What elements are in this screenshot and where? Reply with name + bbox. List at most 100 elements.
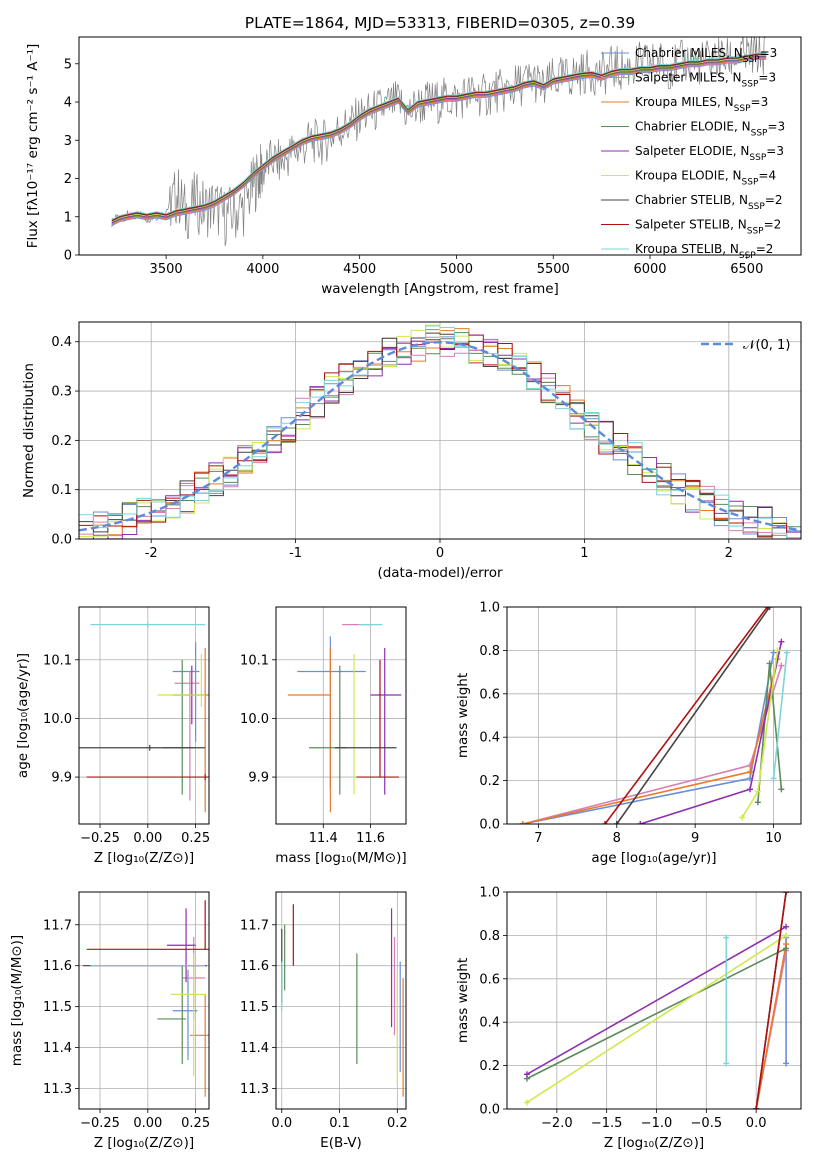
residuals-plot-area [79, 324, 801, 539]
y-tick-label: 11.6 [43, 959, 72, 974]
model-spectrum-line [111, 54, 767, 223]
x-tick-label: 6500 [730, 262, 763, 277]
model-spectrum-line [111, 53, 767, 221]
legend-subscript: SSP [742, 80, 759, 90]
errorbar-point [309, 665, 347, 795]
legend-entry: Kroupa MILES, NSSP=3 [635, 95, 768, 114]
legend-entry: Chabrier STELIB, NSSP=2 [635, 193, 783, 212]
legend-subscript: SSP [748, 202, 765, 212]
y-axis-label: mass weight [455, 673, 471, 758]
x-tick-label: −2.0 [541, 1116, 573, 1131]
y-tick-label: 0 [64, 249, 72, 264]
y-tick-label: 0.4 [479, 1016, 500, 1031]
x-tick-label: -2 [145, 546, 158, 561]
errorbar-point [170, 953, 206, 1077]
legend-subscript: SSP [734, 104, 751, 114]
age-vs-mass-plot-area [287, 623, 402, 813]
legend-value: =3 [767, 120, 785, 134]
histogram-step-line [79, 325, 801, 539]
errorbar-point [189, 994, 209, 1097]
x-tick-label: 0.00 [133, 831, 162, 846]
weight-line [526, 926, 787, 1075]
y-tick-label: 0.0 [479, 1103, 500, 1118]
y-tick-label: 0.2 [51, 434, 72, 449]
y-tick-label: 0.8 [479, 929, 500, 944]
y-tick-label: 10.0 [240, 712, 269, 727]
y-tick-label: 11.3 [240, 1082, 269, 1097]
legend-subscript: SSP [742, 178, 759, 188]
legend-subscript: SSP [747, 227, 764, 237]
age-vs-Z-plot-area [79, 621, 209, 813]
errorbar-point [79, 744, 206, 751]
legend-subscript: SSP [751, 129, 768, 139]
axes-frame [78, 891, 210, 1110]
axes-frame [275, 891, 407, 1110]
y-tick-label: 1.0 [479, 601, 500, 616]
model-spectrum-line [111, 57, 767, 226]
y-tick-label: 10.0 [43, 712, 72, 727]
histogram-step-line [79, 339, 801, 539]
x-axis-label: Z [log₁₀(Z/Z⊙)] [604, 1135, 704, 1151]
weight-line [522, 658, 779, 824]
legend-entry: Chabrier ELODIE, NSSP=3 [635, 120, 785, 139]
y-tick-label: 0.0 [51, 533, 72, 548]
y-tick-label: 0.6 [479, 972, 500, 987]
x-axis-label: mass [log₁₀(M/M⊙)] [275, 850, 406, 866]
mass-vs-EBV-panel: 0.0 0.1 0.2 11.3 11.4 11.5 11.6 11.7 E(B-V) [240, 891, 408, 1151]
y-tick-label: 0.0 [479, 818, 500, 833]
legend-entry: Salpeter MILES, NSSP=3 [635, 71, 776, 90]
x-tick-label: 5500 [537, 262, 570, 277]
y-axis-label: Flux [fλ10⁻¹⁷ erg cm⁻² s⁻¹ A⁻¹] [25, 44, 41, 249]
legend-value: =3 [758, 71, 776, 85]
y-tick-label: 11.3 [43, 1082, 72, 1097]
x-tick-label: −1.0 [641, 1116, 673, 1131]
y-tick-label: 11.4 [240, 1041, 269, 1056]
legend-value: =4 [758, 169, 776, 183]
weight-line [755, 943, 787, 1109]
y-tick-label: 10.1 [43, 653, 72, 668]
errorbar-point [86, 900, 209, 950]
y-tick-label: 9.9 [51, 771, 72, 786]
x-tick-label: −0.25 [80, 831, 120, 846]
x-tick-label: 11.4 [309, 831, 338, 846]
legend-entry: Kroupa ELODIE, NSSP=4 [635, 169, 776, 188]
weight-vs-Z-panel: −2.0 −1.5 −1.0 −0.5 0.0 0.0 0.2 0.4 0.6 0.8 1.0 Z [… [455, 886, 802, 1151]
y-tick-label: 1.0 [479, 886, 500, 901]
spectrum-panel: 3500 4000 4500 5000 5500 6000 6500 0 1 2 3 4 5 wavele… [25, 36, 802, 297]
y-tick-label: 3 [64, 134, 72, 149]
y-tick-label: 11.5 [43, 1000, 72, 1015]
x-tick-label: 7 [534, 831, 542, 846]
figure-title: PLATE=1864, MJD=53313, FIBERID=0305, z=0… [245, 14, 635, 32]
model-spectrum-line [111, 56, 767, 224]
x-tick-label: -1 [289, 546, 302, 561]
histogram-step-line [79, 324, 801, 539]
x-tick-label: 8 [613, 831, 621, 846]
y-tick-label: 11.6 [240, 959, 269, 974]
legend-value: =2 [756, 242, 774, 256]
legend-value: =3 [766, 144, 784, 158]
y-tick-label: 0.4 [51, 335, 72, 350]
y-tick-label: 10.1 [240, 653, 269, 668]
legend-value: =2 [764, 218, 782, 232]
x-tick-label: 9 [691, 831, 699, 846]
legend-entry: 𝒩(0, 1) [743, 338, 790, 353]
x-tick-label: −0.5 [691, 1116, 723, 1131]
x-tick-label: 0.25 [181, 1116, 210, 1131]
x-axis-label: wavelength [Angstrom, rest frame] [321, 281, 559, 297]
x-tick-label: −0.25 [80, 1116, 120, 1131]
errorbar-point [356, 659, 399, 778]
legend-value: =2 [765, 193, 783, 207]
x-axis-label: Z [log₁₀(Z/Z⊙)] [94, 850, 194, 866]
mass-vs-EBV-plot-area [281, 904, 404, 1097]
x-axis-label: E(B-V) [320, 1135, 362, 1151]
y-tick-label: 2 [64, 172, 72, 187]
axes-frame [506, 891, 802, 1110]
errorbar-point [297, 636, 366, 789]
legend-entry: Kroupa STELIB, NSSP=2 [635, 242, 773, 261]
errorbar-point [163, 659, 194, 795]
legend-value: =3 [760, 46, 778, 60]
x-tick-label: 0.2 [387, 1116, 408, 1131]
y-tick-label: 0.3 [51, 385, 72, 400]
age-vs-mass-panel: 11.4 11.6 9.9 10.0 10.1 mass [log₁₀(M/M⊙)] [240, 606, 407, 866]
errorbar-point [90, 621, 206, 628]
